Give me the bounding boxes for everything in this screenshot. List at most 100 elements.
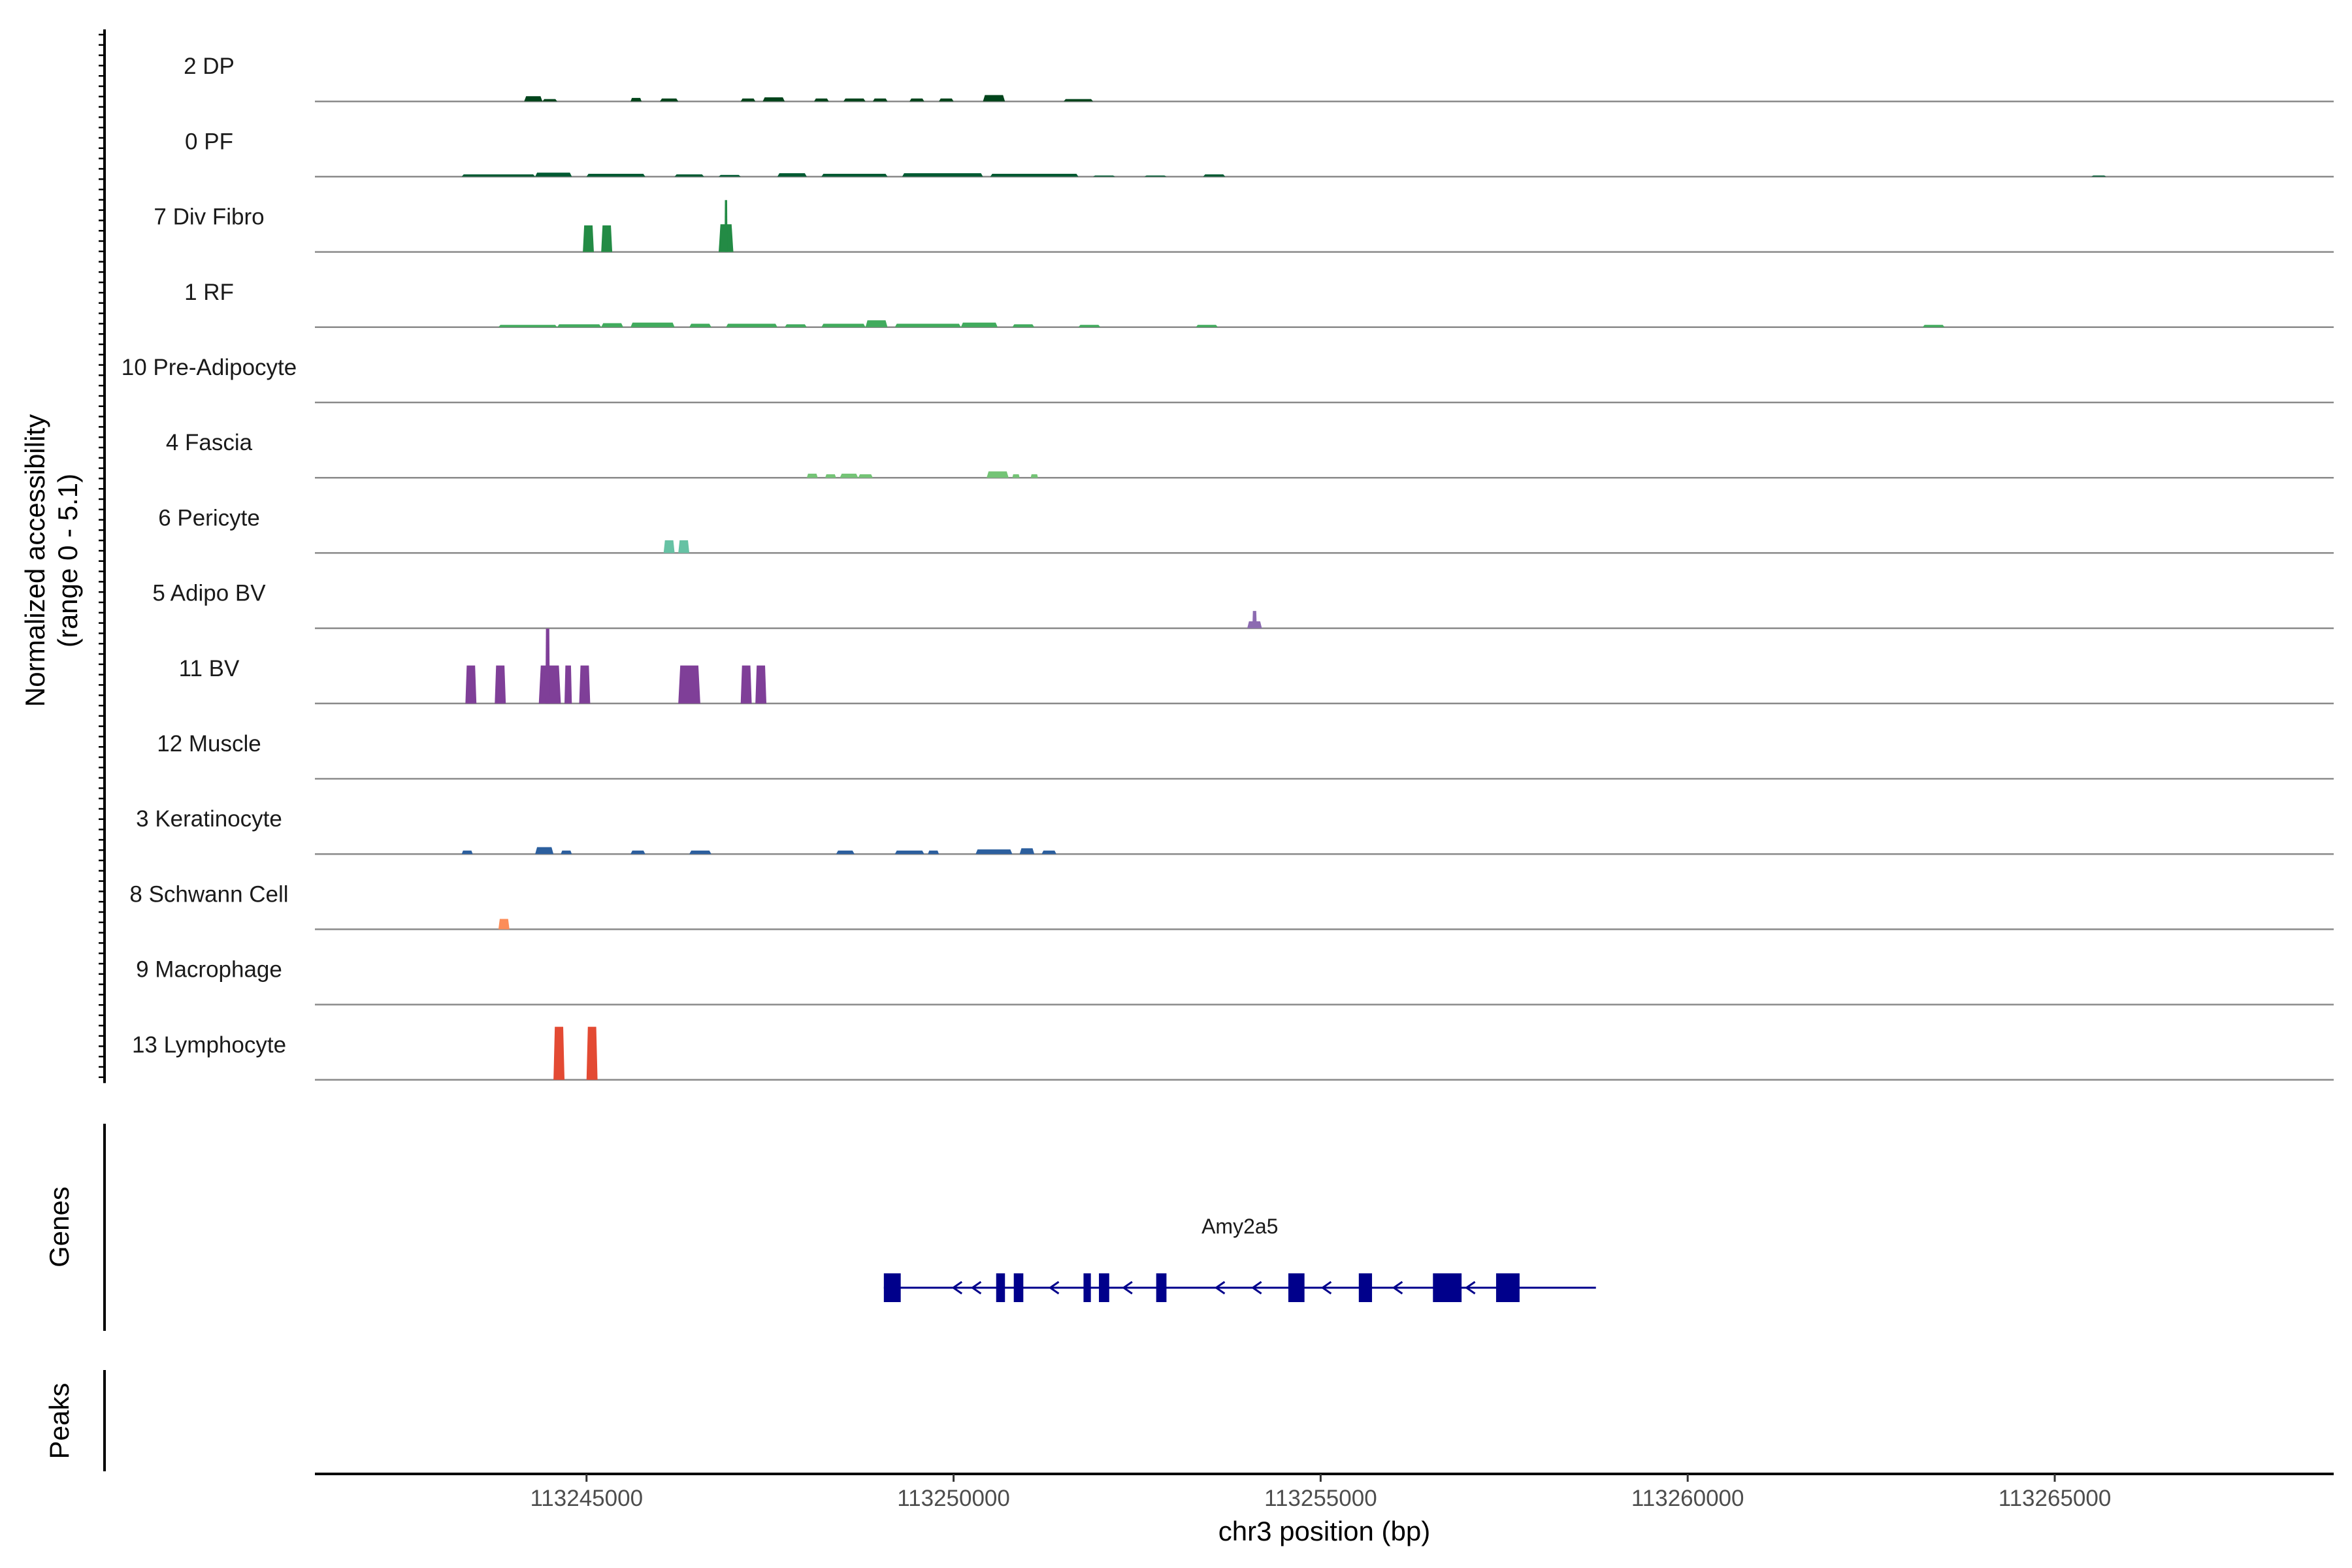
coverage-peak: [894, 323, 961, 327]
gene-strand-arrow: [1214, 1281, 1226, 1295]
coverage-peak: [1093, 175, 1115, 177]
track-4-fascia: 4 Fascia: [166, 430, 2334, 479]
coverage-peak: [545, 629, 550, 704]
coverage-peak: [498, 919, 510, 930]
gene-exon: [1013, 1273, 1024, 1302]
track-label: 10 Pre-Adipocyte: [122, 355, 297, 380]
track-10-pre-adipocyte: 10 Pre-Adipocyte: [122, 355, 2334, 404]
coverage-peak: [689, 850, 711, 855]
coverage-peak: [461, 174, 536, 177]
gene-exon: [883, 1273, 901, 1302]
track-13-lymphocyte: 13 Lymphocyte: [132, 1026, 2334, 1081]
track-label: 6 Pericyte: [158, 505, 260, 531]
track-8-schwann-cell: 8 Schwann Cell: [129, 881, 2334, 930]
coverage-peak: [601, 323, 623, 327]
coverage-peak: [1203, 174, 1226, 177]
gene-strand-arrow: [970, 1281, 982, 1295]
coverage-peak: [1922, 325, 1945, 327]
coverage-peak: [461, 850, 473, 855]
coverage-peak: [542, 99, 557, 102]
coverage-peak: [872, 98, 888, 102]
coverage-peak: [1078, 325, 1101, 327]
coverage-peak: [583, 225, 594, 252]
coverage-peak: [719, 174, 741, 177]
track-11-bv: 11 BV: [179, 629, 2334, 705]
y-axis-title-line2: (range 0 - 5.1): [52, 474, 83, 647]
gene-exon: [1099, 1273, 1109, 1302]
coverage-peak: [678, 540, 690, 553]
coverage-peak: [825, 474, 836, 478]
coverage-peak: [1030, 474, 1038, 478]
coverage-peak: [1041, 850, 1056, 855]
gene-exon: [996, 1273, 1005, 1302]
coverage-peak: [586, 173, 645, 177]
coverage-peak: [579, 665, 591, 704]
coverage-peak: [465, 665, 477, 704]
gene-exon: [1083, 1273, 1091, 1302]
coverage-peak: [674, 174, 704, 177]
coverage-peak: [2091, 175, 2106, 177]
coverage-y-axis: [99, 29, 106, 1083]
coverage-peak: [601, 225, 613, 252]
coverage-peak: [762, 97, 785, 102]
x-tick-label: 113245000: [530, 1486, 643, 1511]
track-7-div-fibro: 7 Div Fibro: [154, 200, 2334, 253]
track-9-macrophage: 9 Macrophage: [136, 957, 2334, 1005]
peaks-panel-label: Peaks: [44, 1383, 74, 1460]
gene-strand-arrow: [1320, 1281, 1332, 1295]
coverage-peak: [663, 540, 675, 553]
track-label: 5 Adipo BV: [152, 581, 266, 606]
track-5-adipo-bv: 5 Adipo BV: [152, 581, 2334, 629]
coverage-peak: [983, 95, 1005, 102]
coverage-peak: [524, 96, 543, 102]
track-label: 13 Lymphocyte: [132, 1032, 286, 1058]
coverage-peak: [928, 850, 939, 855]
coverage-peak: [1064, 99, 1094, 102]
coverage-peak: [821, 173, 888, 177]
gene-name-label: Amy2a5: [1201, 1215, 1278, 1238]
coverage-peak: [553, 1026, 565, 1080]
coverage-tracks: 2 DP 0 PF 7 Div Fibro 1 RF 10 Pre-Adipocyte 4…: [122, 54, 2334, 1081]
track-label: 2 DP: [184, 54, 235, 79]
track-1-rf: 1 RF: [184, 280, 2334, 329]
coverage-peak: [960, 322, 998, 327]
gene-strand-arrow: [1250, 1281, 1262, 1295]
coverage-peak: [987, 471, 1009, 478]
track-label: 8 Schwann Cell: [129, 881, 288, 907]
x-tick-label: 113265000: [1999, 1486, 2112, 1511]
track-label: 0 PF: [185, 129, 233, 154]
coverage-peak: [858, 474, 873, 478]
gene-exon: [1288, 1273, 1305, 1302]
gene-exon: [1433, 1273, 1462, 1302]
coverage-peak: [586, 1026, 598, 1080]
coverage-peak: [678, 665, 700, 704]
coverage-peak: [630, 322, 675, 327]
gene-exon: [1156, 1273, 1167, 1302]
coverage-peak: [814, 98, 829, 102]
track-label: 9 Macrophage: [136, 957, 282, 983]
coverage-peak: [724, 200, 728, 252]
coverage-peak: [538, 665, 561, 704]
x-axis: 113245000 113250000 113255000 113260000 1132…: [315, 1473, 2334, 1511]
coverage-peak: [806, 474, 818, 478]
coverage-peak: [777, 173, 807, 177]
coverage-peak: [785, 324, 807, 327]
track-label: 1 RF: [184, 280, 234, 305]
coverage-peak: [740, 665, 752, 704]
coverage-peak: [498, 325, 557, 327]
coverage-peak: [975, 849, 1013, 855]
coverage-peak: [630, 97, 642, 102]
coverage-peak: [726, 323, 777, 327]
gene-model-amy2a5: Amy2a5: [883, 1215, 1596, 1302]
track-6-pericyte: 6 Pericyte: [158, 505, 2334, 554]
coverage-peak: [1252, 611, 1257, 629]
coverage-peak: [561, 850, 572, 855]
gene-exon: [1495, 1273, 1520, 1302]
gene-strand-arrow: [1392, 1281, 1403, 1295]
coverage-peak: [902, 173, 983, 177]
coverage-peak: [740, 98, 756, 102]
track-2-dp: 2 DP: [184, 54, 2334, 103]
coverage-peak: [865, 320, 888, 327]
gene-strand-arrow: [1122, 1281, 1133, 1295]
